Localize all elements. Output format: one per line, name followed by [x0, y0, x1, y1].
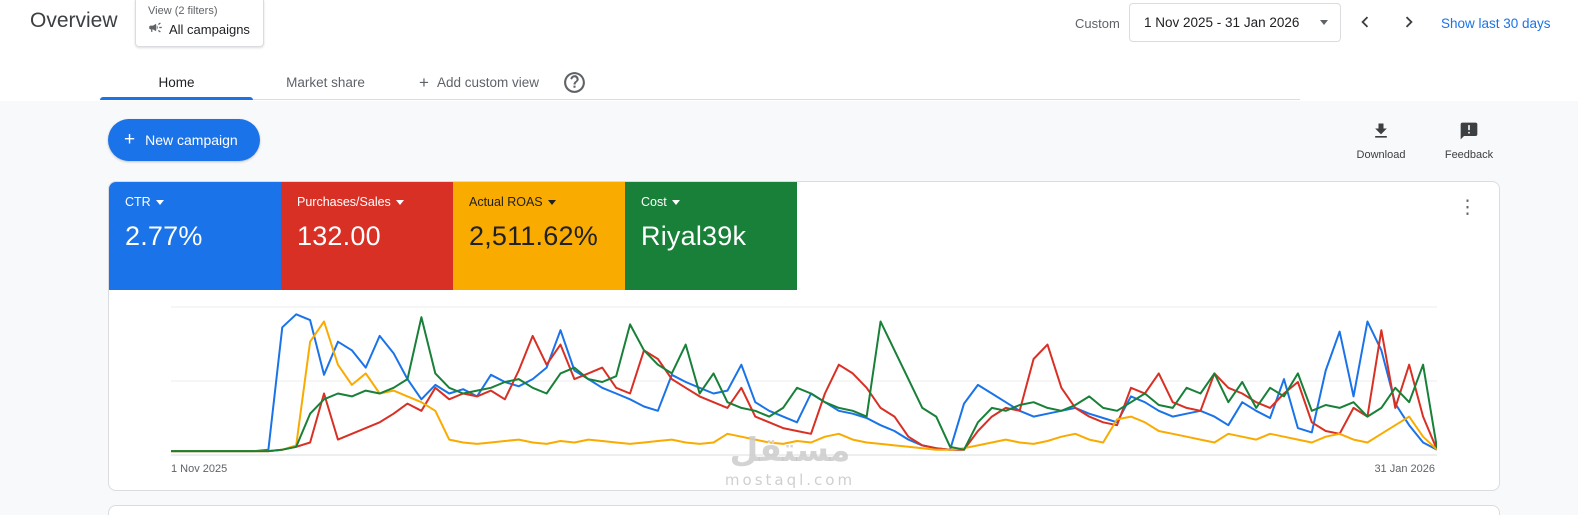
help-icon [564, 72, 585, 93]
chevron-down-icon [671, 199, 680, 205]
metric-label: Actual ROAS [469, 195, 543, 209]
x-axis-start-label: 1 Nov 2025 [171, 463, 228, 475]
new-campaign-button[interactable]: + New campaign [108, 119, 260, 161]
metric-value: 2.77% [125, 221, 203, 251]
next-period-button[interactable] [1395, 8, 1423, 36]
show-last-30-days-link[interactable]: Show last 30 days [1441, 16, 1551, 31]
view-filters-label: View (2 filters) [148, 5, 218, 17]
x-axis-end-label: 31 Jan 2026 [1374, 463, 1435, 475]
chevron-right-icon [1405, 16, 1413, 28]
chevron-down-icon [395, 199, 404, 205]
metric-card-ctr[interactable]: CTR 2.77% [109, 182, 281, 290]
chevron-down-icon [1320, 20, 1328, 25]
line-chart [171, 306, 1437, 456]
overview-chart [171, 306, 1437, 456]
campaign-icon [148, 20, 163, 38]
tab-home[interactable]: Home [158, 75, 195, 90]
chevron-down-icon [155, 199, 164, 205]
tabs-divider [100, 99, 1300, 100]
add-custom-view-label: Add custom view [436, 75, 539, 90]
next-card-partial [108, 505, 1500, 515]
feedback-label: Feedback [1444, 149, 1494, 161]
metric-label: Purchases/Sales [297, 195, 391, 209]
custom-label: Custom [1075, 16, 1120, 31]
view-selector[interactable]: View (2 filters) All campaigns [135, 0, 264, 47]
date-range-selector[interactable]: 1 Nov 2025 - 31 Jan 2026 [1129, 3, 1341, 42]
metric-label: Cost [641, 195, 667, 209]
previous-period-button[interactable] [1351, 8, 1379, 36]
download-icon [1375, 123, 1387, 138]
chevron-down-icon [547, 199, 556, 205]
metric-value: Riyal39k [641, 221, 747, 251]
download-label: Download [1356, 149, 1406, 161]
plus-icon: + [419, 72, 429, 92]
overview-chart-card: CTR 2.77% Purchases/Sales 132.00 Actual … [108, 181, 1500, 491]
card-overflow-menu[interactable]: ⋮ [1458, 197, 1477, 218]
view-campaigns-label: All campaigns [169, 21, 250, 37]
chevron-left-icon [1361, 16, 1369, 28]
help-button[interactable] [562, 70, 587, 95]
tab-market-share[interactable]: Market share [286, 75, 365, 90]
metric-value: 132.00 [297, 221, 381, 251]
tab-add-custom-view[interactable]: + Add custom view [398, 66, 560, 99]
feedback-icon [1460, 122, 1478, 140]
plus-icon: + [124, 129, 136, 150]
metric-card-purchases-sales[interactable]: Purchases/Sales 132.00 [281, 182, 453, 290]
metric-selector-row: CTR 2.77% Purchases/Sales 132.00 Actual … [109, 182, 797, 290]
page-title: Overview [30, 9, 118, 32]
metric-value: 2,511.62% [469, 221, 598, 251]
date-range-value: 1 Nov 2025 - 31 Jan 2026 [1144, 15, 1300, 30]
new-campaign-label: New campaign [145, 132, 238, 148]
feedback-button[interactable]: Feedback [1440, 121, 1498, 161]
metric-label: CTR [125, 195, 151, 209]
download-button[interactable]: Download [1352, 121, 1410, 161]
active-tab-indicator [100, 97, 253, 100]
metric-card-cost[interactable]: Cost Riyal39k [625, 182, 797, 290]
metric-card-actual-roas[interactable]: Actual ROAS 2,511.62% [453, 182, 625, 290]
